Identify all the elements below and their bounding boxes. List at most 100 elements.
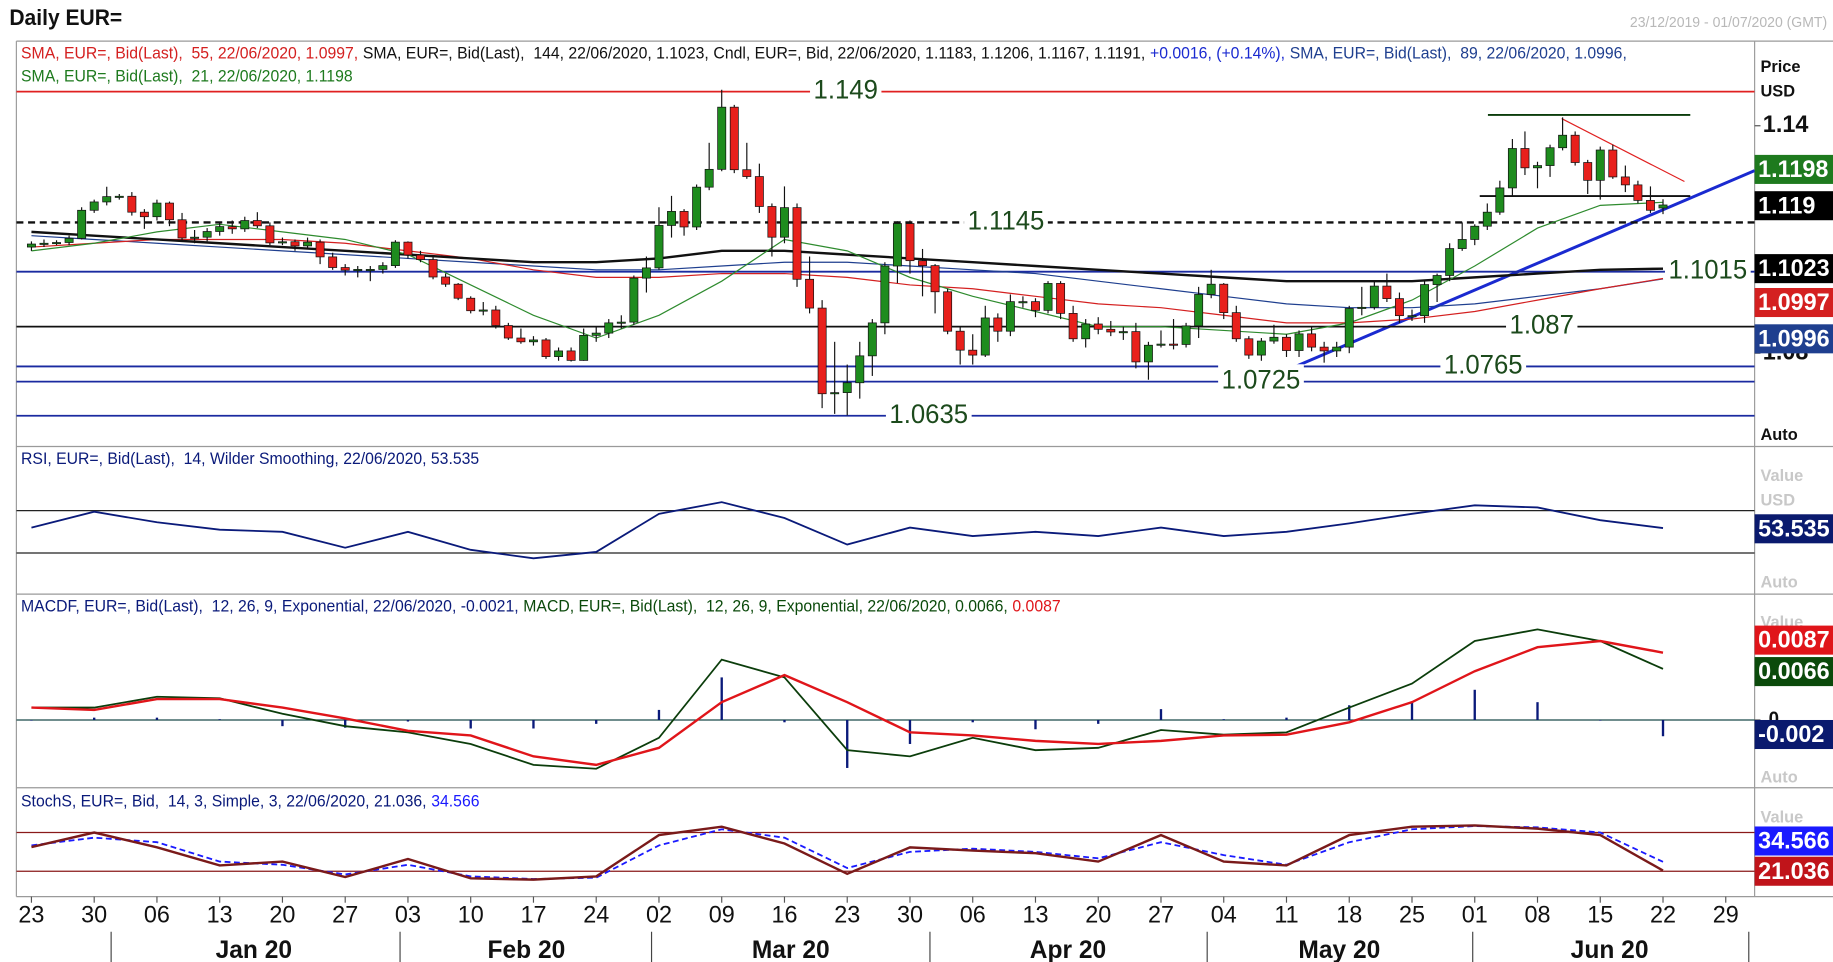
candle-body [1056,283,1066,314]
candle-body [1043,283,1053,311]
candle-body [704,168,714,188]
histogram-bar [846,719,849,768]
candle-body [805,278,815,309]
candle-body [867,322,877,357]
value-label: 1.1198 [1758,156,1828,183]
candle-body [1344,308,1354,348]
histogram-bar [1285,717,1288,720]
candle-body [1545,147,1555,166]
candle-body [1206,283,1216,295]
x-tick-label: 20 [269,901,295,928]
histogram-bar [93,717,96,720]
histogram-bar [1599,719,1602,721]
candle-body [1558,134,1568,149]
candle-body [441,276,451,285]
candle-body [1219,283,1229,313]
candle-body [403,241,413,256]
candle-body [1081,323,1091,340]
series-line [31,824,1664,881]
x-tick-label: 29 [1713,901,1739,928]
value-box [1754,719,1833,750]
candle-body [529,339,538,343]
histogram-bar [469,719,472,729]
candle-body [629,277,639,323]
candle-body [1106,328,1116,333]
candle-body [792,207,802,280]
histogram-bar [657,709,661,720]
candle-body [416,254,425,260]
candle-body [252,220,262,227]
candle-body [1269,336,1279,342]
value-box [1754,657,1833,687]
candle-body [905,223,915,262]
axis-label: Auto [1760,767,1797,786]
candle-body [1005,301,1015,332]
value-label: 1.0996 [1758,325,1830,352]
x-tick-label: 13 [1022,901,1048,928]
histogram-bar [1097,719,1100,724]
histogram-bar [1410,701,1414,720]
candle-body [378,265,388,270]
panel-plot [16,824,1755,881]
level-label: 1.149 [814,74,878,105]
x-tick-label: 06 [960,901,986,928]
candle-body [39,242,49,245]
axis-label: Auto [1760,572,1797,591]
candle-body [340,267,350,271]
candle-body [1420,284,1429,317]
x-tick-label: 22 [1650,901,1676,928]
value-label: 1.119 [1758,192,1815,219]
legend-entry: RSI, EUR=, Bid(Last), 14, Wilder Smoothi… [21,450,479,468]
series-line [31,639,1664,767]
panel-plot [16,89,1755,417]
candle-body [290,241,300,247]
trend-line [1286,169,1756,372]
candle-body [64,237,74,243]
histogram-bar [281,719,284,727]
candle-body [1181,325,1191,345]
value-label: 34.566 [1758,827,1830,854]
x-tick-label: 30 [897,901,923,928]
candle-body [1143,344,1153,363]
candle-body [1482,211,1492,227]
candle-body [591,332,601,336]
legend-entry: SMA, EUR=, Bid(Last), 21, 22/06/2020, 1.… [21,68,353,86]
candle-body [89,201,99,211]
value-label: 1.0997 [1758,289,1830,316]
candle-body [729,106,739,171]
candle-body [955,330,965,351]
candle-body [315,241,325,258]
value-label: 0.0087 [1758,626,1830,653]
candle-body [692,186,702,228]
x-tick-label: 04 [1211,901,1237,928]
level-label-bg [885,398,972,429]
value-box [1754,191,1833,221]
level-label: 1.0765 [1444,349,1523,380]
candle-body [215,226,225,232]
candle-body [240,220,250,230]
value-box [1754,287,1833,318]
series-line [31,501,1664,560]
candle-body [817,307,827,395]
candle-body [1658,204,1668,209]
histogram-bar [1348,705,1351,720]
candle-body [1357,306,1367,309]
histogram-bar [155,717,159,720]
candle-body [227,226,237,230]
candle-body [579,335,589,361]
x-tick-label: 03 [395,901,421,928]
candle-body [667,211,676,226]
candle-body [1570,134,1580,163]
candle-body [1533,165,1542,169]
x-tick-label: 30 [81,901,107,928]
axis-label: USD [1760,81,1795,100]
date-range: 23/12/2019 - 01/07/2020 (GMT) [1630,15,1827,31]
x-tick-label: 16 [771,901,797,928]
legend-entry: 0.0087 [1012,598,1060,616]
candle-body [202,231,212,238]
candle-body [1432,275,1442,285]
value-label: 0.0066 [1758,658,1830,685]
candle-body [303,241,312,247]
legend-entry: StochS, EUR=, Bid, 14, 3, Simple, 3, 22/… [21,792,427,810]
